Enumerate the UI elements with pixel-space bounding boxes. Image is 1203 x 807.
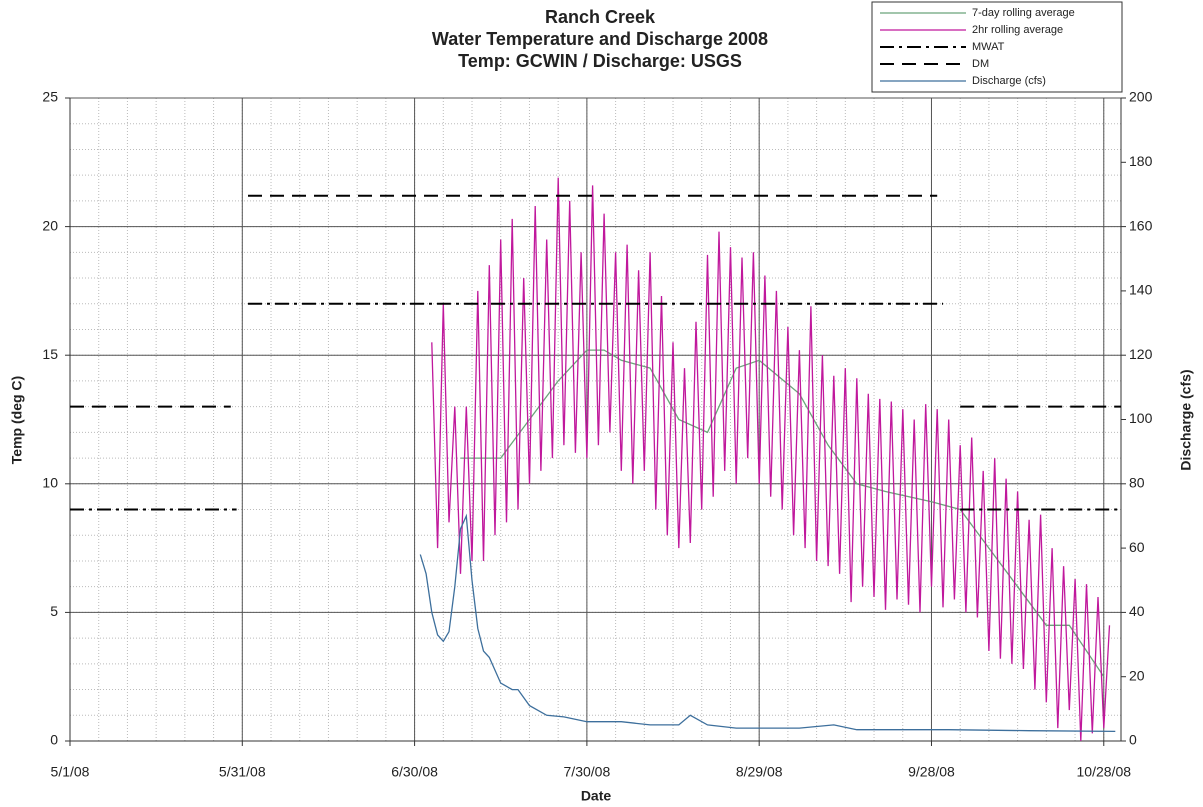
y2-tick-label: 0: [1129, 732, 1137, 748]
y2-tick-label: 200: [1129, 89, 1153, 105]
series-line: [70, 194, 1121, 408]
x-tick-label: 9/28/08: [908, 764, 955, 780]
y2-tick-label: 60: [1129, 539, 1145, 555]
y-tick-label: 15: [42, 346, 58, 362]
y-tick-label: 5: [50, 603, 58, 619]
y-tick-label: 0: [50, 732, 58, 748]
x-axis-label: Date: [581, 788, 612, 804]
y2-tick-label: 140: [1129, 282, 1153, 298]
y2-tick-label: 40: [1129, 603, 1145, 619]
y2-tick-label: 160: [1129, 217, 1153, 233]
legend-label: 7-day rolling average: [972, 7, 1075, 19]
y-tick-label: 20: [42, 217, 58, 233]
x-tick-label: 7/30/08: [564, 764, 611, 780]
legend-label: 2hr rolling average: [972, 24, 1063, 36]
chart-subtitle: Water Temperature and Discharge 2008: [432, 29, 768, 49]
legend-label: Discharge (cfs): [972, 75, 1046, 87]
chart-subtitle: Temp: GCWIN / Discharge: USGS: [458, 51, 742, 71]
y2-tick-label: 180: [1129, 153, 1153, 169]
chart-title: Ranch Creek: [545, 7, 656, 27]
x-tick-label: 8/29/08: [736, 764, 783, 780]
series-line: [70, 302, 1121, 511]
y2-tick-label: 100: [1129, 410, 1153, 426]
y2-tick-label: 80: [1129, 475, 1145, 491]
y-tick-label: 10: [42, 475, 58, 491]
legend-label: DM: [972, 58, 989, 70]
y2-tick-label: 120: [1129, 346, 1153, 362]
series-line: [419, 513, 1116, 733]
y2-axis-label: Discharge (cfs): [1178, 369, 1194, 470]
legend-label: MWAT: [972, 41, 1005, 53]
series-line: [431, 177, 1111, 742]
series-line: [460, 349, 1105, 678]
x-tick-label: 10/28/08: [1077, 764, 1132, 780]
y-axis-label: Temp (deg C): [9, 376, 25, 464]
y-tick-label: 25: [42, 89, 58, 105]
x-tick-label: 6/30/08: [391, 764, 438, 780]
x-tick-label: 5/31/08: [219, 764, 266, 780]
x-tick-label: 5/1/08: [51, 764, 90, 780]
y2-tick-label: 20: [1129, 667, 1145, 683]
